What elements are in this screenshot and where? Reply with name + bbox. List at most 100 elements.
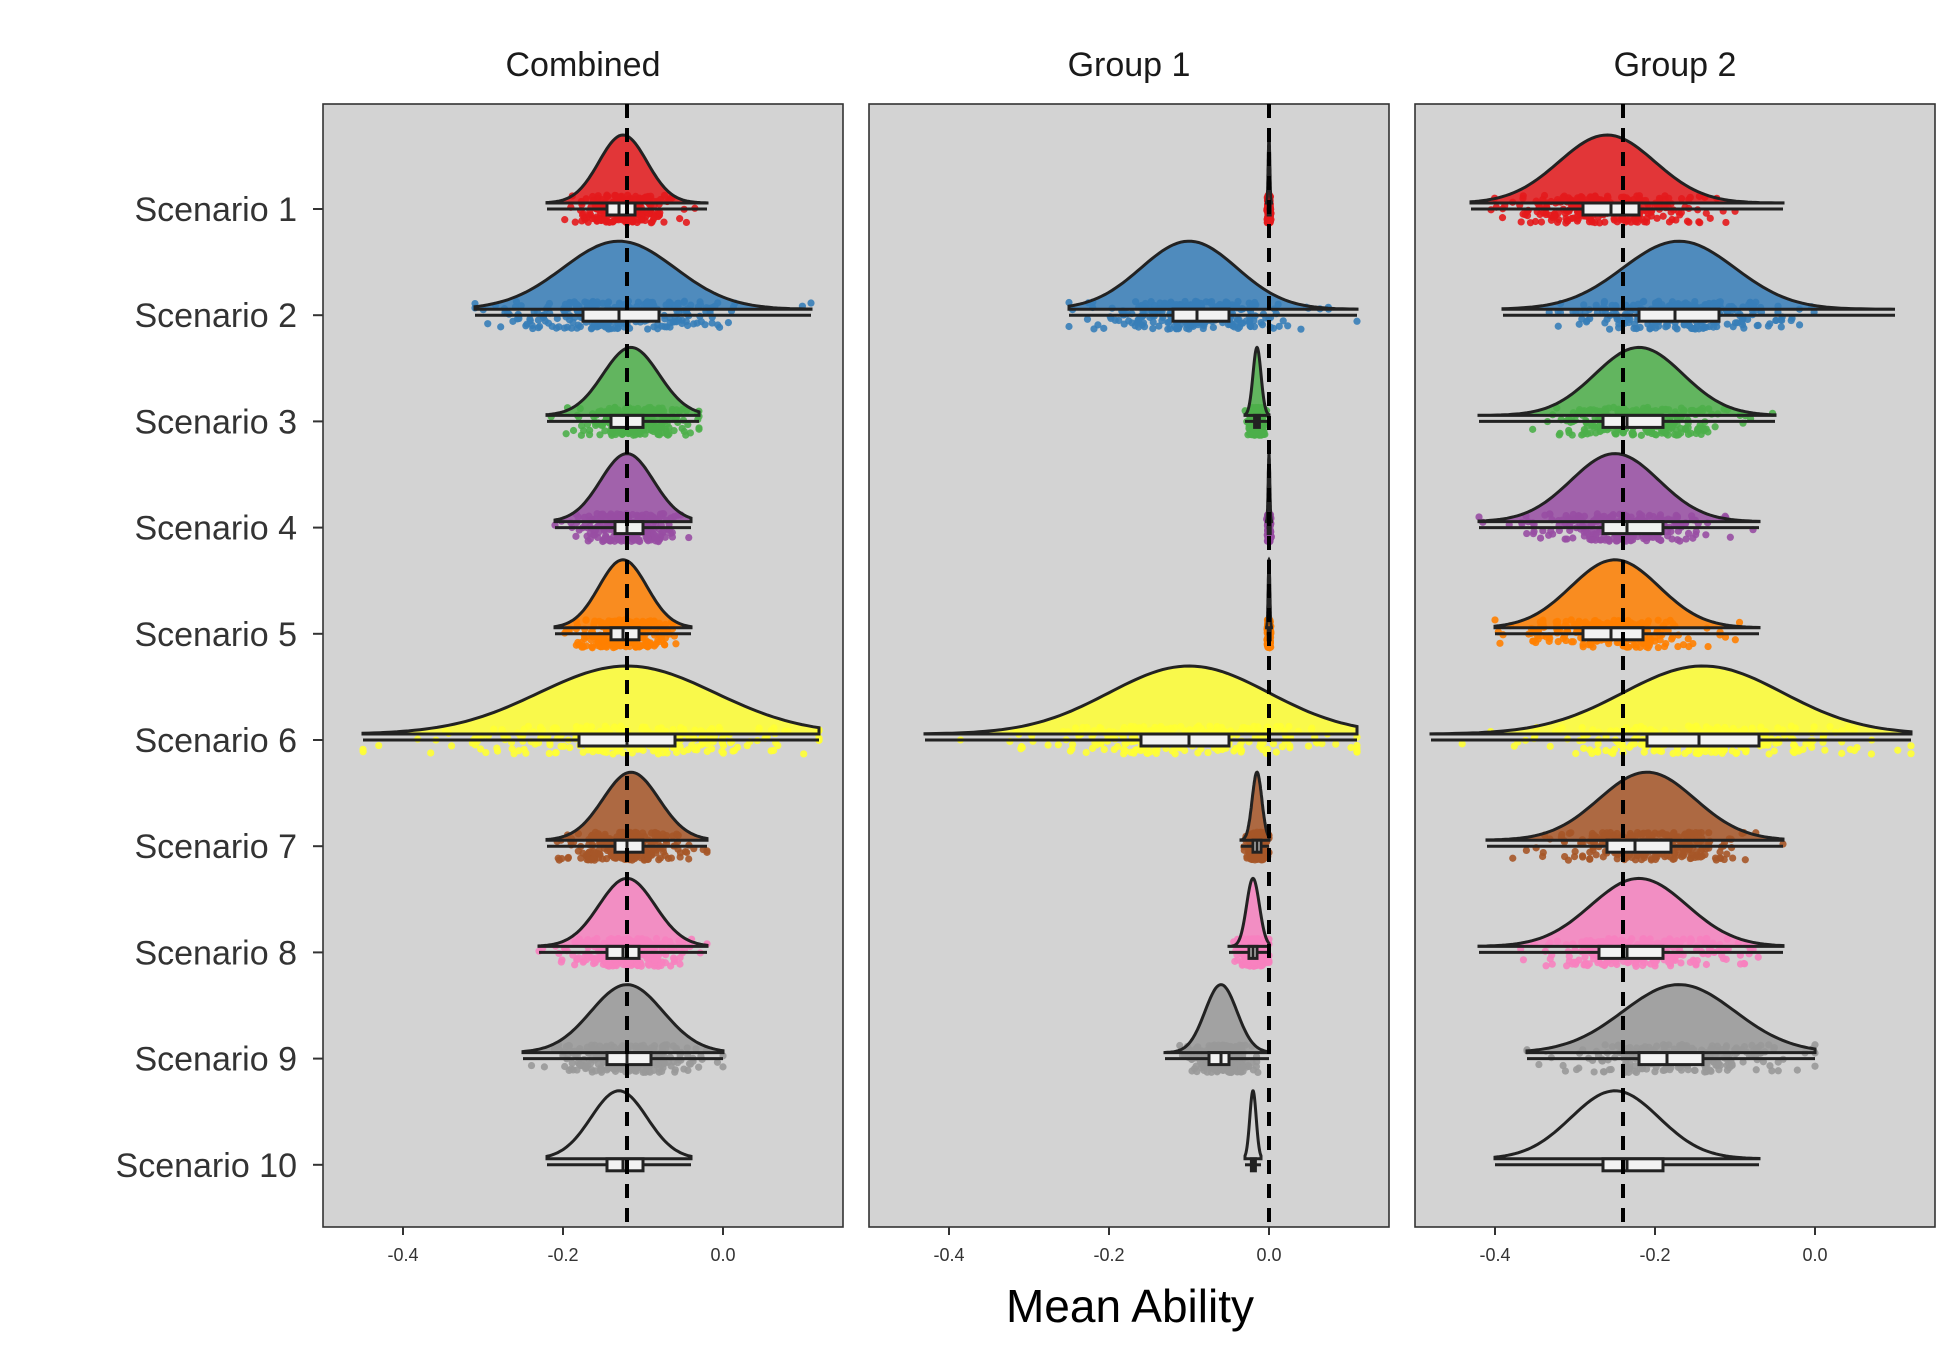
- data-point: [1204, 748, 1212, 757]
- data-point: [1318, 740, 1326, 748]
- data-point: [695, 425, 703, 433]
- raincloud-series: [535, 876, 711, 970]
- data-point: [1242, 957, 1250, 965]
- data-point: [561, 216, 569, 224]
- data-point: [564, 854, 572, 862]
- data-point: [572, 532, 580, 540]
- data-point: [676, 215, 684, 223]
- data-point: [1227, 1068, 1235, 1076]
- data-point: [482, 748, 490, 757]
- data-point: [579, 748, 587, 756]
- data-point: [1272, 748, 1280, 756]
- x-tick-label: -0.4: [387, 1245, 418, 1265]
- density-cloud: [553, 558, 693, 630]
- data-point: [662, 428, 670, 436]
- data-point: [637, 854, 645, 862]
- data-point: [657, 961, 665, 970]
- data-point: [1647, 212, 1656, 220]
- data-point: [497, 323, 505, 331]
- density-cloud: [545, 1089, 693, 1161]
- facet-panel: Group 1-0.4 -0.2 0.0: [868, 46, 1390, 1265]
- data-point: [632, 643, 640, 651]
- data-point: [1140, 323, 1149, 331]
- data-point: [590, 849, 598, 857]
- x-tick-label: -0.4: [1479, 1245, 1510, 1265]
- data-point: [1018, 743, 1026, 752]
- data-point: [1250, 317, 1258, 325]
- data-point: [596, 431, 604, 439]
- data-point: [1134, 323, 1143, 331]
- density-cloud: [1163, 983, 1271, 1055]
- facet-panel: Combined-0.4 -0.2 0.0: [322, 46, 844, 1265]
- data-point: [1702, 209, 1710, 217]
- data-point: [1683, 217, 1692, 225]
- data-point: [546, 741, 554, 749]
- raincloud-series: [1163, 983, 1271, 1077]
- density-cloud: [1265, 131, 1273, 205]
- data-point: [565, 1066, 573, 1075]
- data-point: [611, 537, 619, 545]
- data-point: [1094, 321, 1102, 329]
- data-point: [545, 749, 553, 758]
- data-point: [1176, 321, 1184, 329]
- raincloud-series: [1239, 770, 1273, 864]
- data-point: [667, 962, 675, 970]
- data-point: [636, 537, 644, 546]
- data-point: [645, 961, 653, 969]
- data-point: [597, 1065, 605, 1074]
- data-point: [571, 218, 579, 226]
- data-point: [594, 528, 603, 537]
- density-cloud: [361, 664, 821, 736]
- data-point: [594, 214, 602, 223]
- raincloud-series: [1227, 876, 1273, 970]
- data-point: [484, 320, 492, 328]
- raincloud-series: [1241, 345, 1271, 439]
- data-point: [1230, 323, 1238, 331]
- density-cloud: [923, 664, 1359, 736]
- data-point: [1054, 741, 1062, 749]
- x-tick-label: 0.0: [1802, 1245, 1827, 1265]
- data-point: [807, 299, 815, 307]
- data-point: [1250, 958, 1259, 966]
- data-point: [644, 855, 652, 864]
- panel-plot-area: [923, 104, 1361, 1227]
- data-point: [601, 641, 609, 649]
- data-point: [606, 847, 615, 856]
- data-point: [660, 218, 668, 226]
- data-point: [1353, 317, 1361, 325]
- data-point: [588, 214, 597, 223]
- data-point: [682, 218, 691, 227]
- data-point: [589, 854, 598, 863]
- data-point: [562, 430, 570, 438]
- data-point: [552, 749, 560, 757]
- data-point: [599, 634, 607, 642]
- data-point: [1659, 212, 1667, 220]
- data-point: [724, 318, 732, 327]
- data-point: [703, 847, 711, 855]
- data-point: [661, 315, 669, 323]
- x-tick-label: 0.0: [1256, 1245, 1281, 1265]
- data-point: [1252, 429, 1260, 437]
- data-point: [1233, 317, 1241, 326]
- data-point: [594, 634, 602, 643]
- data-point: [683, 848, 691, 856]
- data-point: [685, 855, 693, 863]
- data-point: [644, 325, 652, 333]
- data-point: [714, 321, 722, 329]
- data-point: [1066, 747, 1075, 755]
- data-point: [552, 324, 560, 332]
- panel-plot-area: [359, 104, 823, 1227]
- data-point: [1279, 317, 1287, 325]
- data-point: [1706, 214, 1714, 222]
- data-point: [508, 745, 516, 753]
- data-point: [580, 426, 588, 435]
- data-point: [600, 216, 608, 224]
- data-point: [1164, 325, 1172, 333]
- data-point: [448, 742, 456, 750]
- data-point: [650, 213, 658, 221]
- raincloud-series: [359, 664, 823, 758]
- data-point: [566, 743, 574, 752]
- data-point: [1278, 743, 1286, 751]
- data-point: [1517, 218, 1525, 226]
- data-point: [618, 216, 626, 224]
